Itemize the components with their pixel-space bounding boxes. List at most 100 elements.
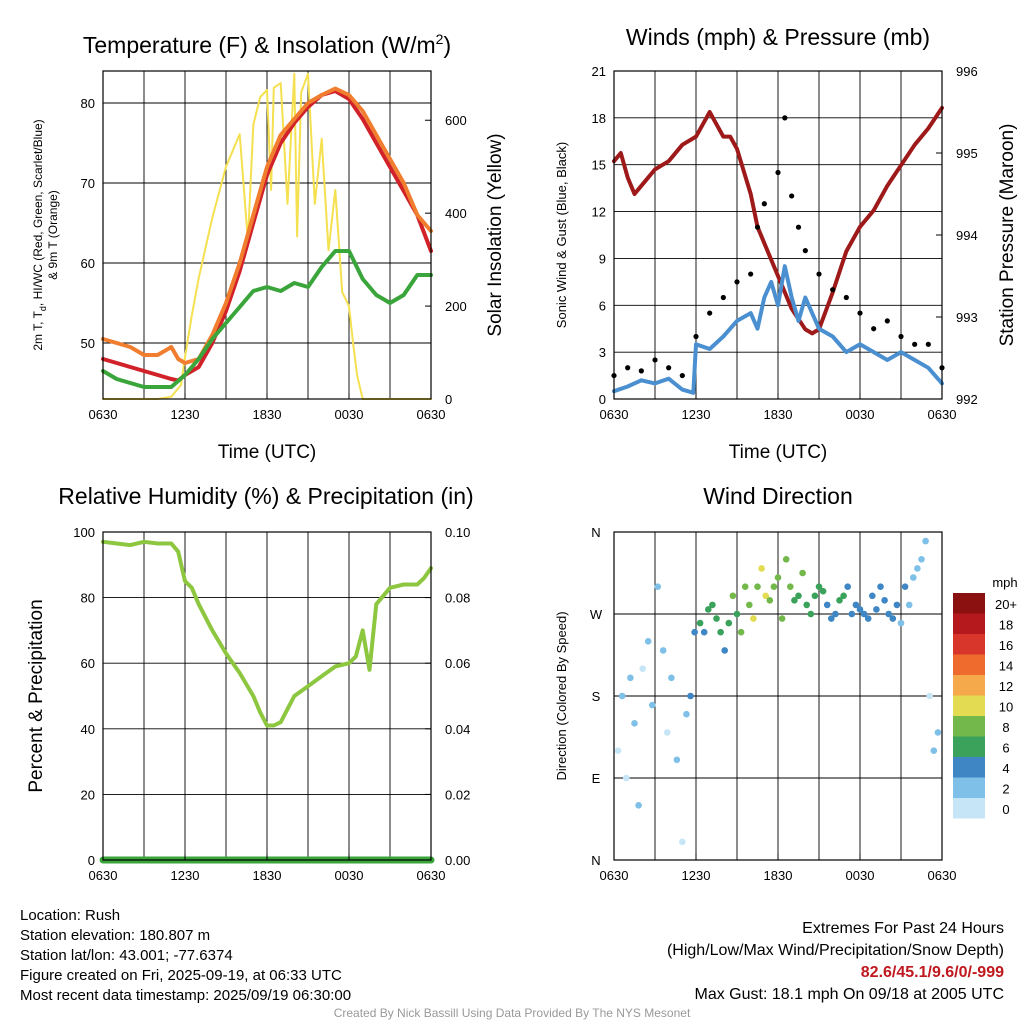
9m-t-line xyxy=(101,86,433,365)
x-tick-label: 0630 xyxy=(600,407,629,422)
winds-xlabel: Time (UTC) xyxy=(729,442,828,463)
direction-point xyxy=(807,610,815,618)
direction-point xyxy=(733,610,741,618)
temperature-panel: Temperature (F) & Insolation (W/m2) 0630… xyxy=(31,31,506,463)
y-right-tick-label: 992 xyxy=(956,392,978,407)
gust-point xyxy=(625,365,631,371)
direction-point xyxy=(725,619,733,627)
direction-point xyxy=(910,574,917,581)
y-right-tick-label: 995 xyxy=(956,146,978,161)
colorbar-swatch xyxy=(953,613,985,634)
footer-location: Location: Rush xyxy=(20,907,121,924)
colorbar-swatch xyxy=(953,736,985,757)
direction-point xyxy=(795,592,802,600)
direction-point xyxy=(934,729,942,736)
y-left-tick-label: 60 xyxy=(81,656,95,671)
colorbar-title: mph xyxy=(992,575,1017,590)
x-tick-label: 1830 xyxy=(253,868,282,883)
gust-point xyxy=(782,115,788,121)
footer-info: Location: Rush Station elevation: 180.80… xyxy=(20,906,351,1006)
colorbar-swatch xyxy=(953,654,985,675)
direction-point xyxy=(700,628,708,636)
direction-point xyxy=(766,597,774,604)
x-tick-label: 0630 xyxy=(928,868,957,883)
humidity-title: Relative Humidity (%) & Precipitation (i… xyxy=(58,483,473,509)
gust-point xyxy=(693,333,699,340)
colorbar-swatch xyxy=(953,695,985,716)
y-right-tick-label: 600 xyxy=(445,113,467,128)
humidity-grid xyxy=(103,532,431,860)
gust-point xyxy=(754,224,761,230)
y-tick-label: N xyxy=(591,853,600,868)
y-tick-label: N xyxy=(591,525,600,540)
direction-point xyxy=(717,628,724,636)
y-right-tick-label: 994 xyxy=(956,228,978,243)
colorbar-label: 8 xyxy=(1002,720,1009,735)
direction-point xyxy=(627,674,634,682)
direction-point xyxy=(778,615,786,622)
direction-point xyxy=(770,583,778,590)
temperature-ylabel-left-line2: & 9m T (Orange) xyxy=(46,190,60,280)
direction-point xyxy=(639,665,646,672)
direction-point xyxy=(815,583,823,590)
x-tick-label: 0630 xyxy=(417,407,446,422)
winds-panel: Winds (mph) & Pressure (mb) 0630 1230 1830… xyxy=(554,24,1018,463)
x-tick-label: 0030 xyxy=(335,868,364,883)
gust-point xyxy=(843,294,849,301)
direction-point xyxy=(918,556,925,563)
gust-point xyxy=(679,372,685,379)
gust-point xyxy=(761,201,767,207)
footer-extremes: Extremes For Past 24 Hours (High/Low/Max… xyxy=(667,918,1004,1006)
direction-point xyxy=(897,619,905,627)
colorbar-swatch xyxy=(953,716,985,737)
temperature-ticks: 0630 1230 1830 0030 0630 50 60 70 80 0 200 400 600 xyxy=(81,96,467,422)
direction-point xyxy=(741,583,749,590)
sonic-wind-line xyxy=(612,264,944,395)
direction-point xyxy=(696,619,704,627)
direction-point xyxy=(901,583,909,590)
colorbar-swatch xyxy=(953,777,985,798)
gust-point xyxy=(857,310,863,316)
colorbar-swatch xyxy=(953,798,985,819)
direction-point xyxy=(664,729,671,736)
y-right-tick-label: 996 xyxy=(956,64,978,79)
direction-point xyxy=(922,537,929,545)
y-right-tick-label: 400 xyxy=(445,206,467,221)
winds-title: Winds (mph) & Pressure (mb) xyxy=(626,24,930,50)
direction-point xyxy=(754,583,761,590)
y-left-tick-label: 20 xyxy=(81,787,95,802)
y-left-tick-label: 15 xyxy=(592,158,606,173)
footer-latlon: Station lat/lon: 43.001; -77.6374 xyxy=(20,947,233,964)
x-tick-label: 0630 xyxy=(89,868,118,883)
colorbar-swatch xyxy=(953,634,985,655)
direction-point xyxy=(799,569,806,577)
gust-point xyxy=(775,169,781,176)
temperature-series xyxy=(101,72,433,400)
direction-point xyxy=(889,615,897,622)
y-tick-label: E xyxy=(592,771,601,786)
gust-point xyxy=(652,357,658,363)
direction-point xyxy=(852,601,860,609)
colorbar-label: 12 xyxy=(999,679,1013,694)
direction-point xyxy=(828,615,835,622)
x-tick-label: 0630 xyxy=(928,407,957,422)
direction-point xyxy=(823,601,831,609)
direction-point xyxy=(709,601,716,609)
direction-point xyxy=(811,592,819,600)
winds-ylabel-left: Sonic Wind & Gust (Blue, Black) xyxy=(554,142,569,328)
y-left-tick-label: 100 xyxy=(73,525,95,540)
x-tick-label: 1830 xyxy=(253,407,282,422)
y-left-tick-label: 80 xyxy=(81,96,95,111)
x-tick-label: 1830 xyxy=(764,407,793,422)
direction-point xyxy=(687,692,694,700)
x-tick-label: 0030 xyxy=(335,407,364,422)
humidity-ylabel-left: Percent & Precipitation xyxy=(26,599,47,792)
direction-point xyxy=(683,710,690,718)
x-tick-label: 0630 xyxy=(417,868,446,883)
gust-point xyxy=(830,287,836,293)
direction-point xyxy=(877,583,884,590)
direction-point xyxy=(762,592,769,600)
direction-point xyxy=(774,574,782,581)
